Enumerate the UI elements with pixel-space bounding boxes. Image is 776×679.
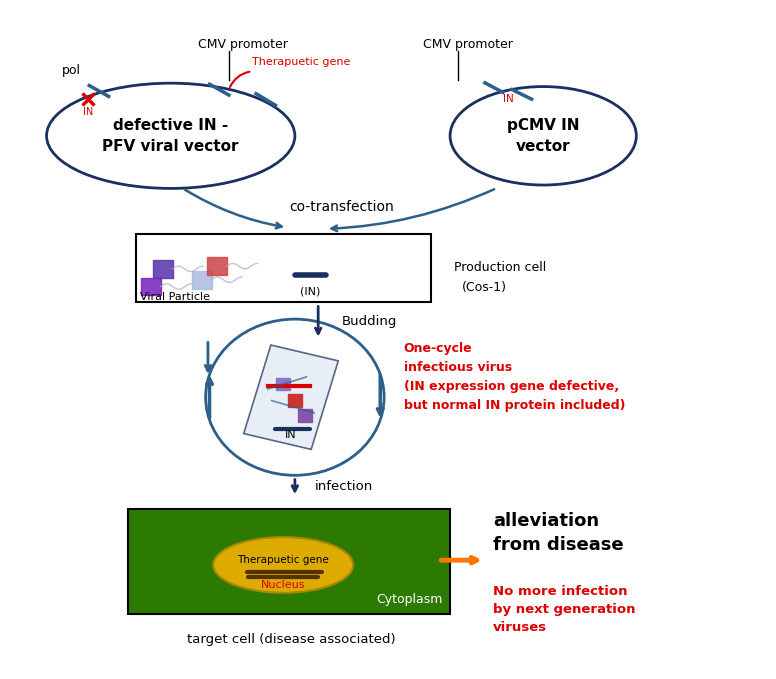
FancyBboxPatch shape — [298, 409, 312, 422]
Text: infection: infection — [314, 480, 372, 494]
FancyBboxPatch shape — [192, 271, 212, 289]
Text: defective IN -
PFV viral vector: defective IN - PFV viral vector — [102, 117, 239, 154]
FancyBboxPatch shape — [128, 509, 450, 614]
Text: Budding: Budding — [341, 314, 397, 328]
Text: One-cycle
infectious virus
(IN expression gene defective,
but normal IN protein : One-cycle infectious virus (IN expressio… — [404, 342, 625, 412]
FancyBboxPatch shape — [136, 234, 431, 302]
Text: (Cos-1): (Cos-1) — [462, 281, 507, 295]
Text: Therapuetic gene: Therapuetic gene — [252, 58, 351, 67]
Text: IN: IN — [286, 430, 296, 439]
Text: Nucleus: Nucleus — [261, 581, 306, 590]
FancyBboxPatch shape — [153, 260, 173, 278]
Text: Viral Particle: Viral Particle — [140, 292, 210, 301]
Text: pol: pol — [62, 65, 81, 77]
FancyBboxPatch shape — [207, 257, 227, 275]
Text: co-transfection: co-transfection — [289, 200, 393, 214]
Text: target cell (disease associated): target cell (disease associated) — [187, 633, 395, 646]
Text: CMV promoter: CMV promoter — [198, 38, 288, 51]
Text: Therapuetic gene: Therapuetic gene — [237, 555, 329, 565]
Ellipse shape — [213, 537, 353, 593]
Text: IN: IN — [82, 107, 93, 117]
Text: No more infection
by next generation
viruses: No more infection by next generation vir… — [493, 585, 636, 634]
FancyBboxPatch shape — [141, 278, 161, 295]
FancyBboxPatch shape — [244, 345, 338, 449]
Text: pCMV IN
vector: pCMV IN vector — [507, 117, 580, 154]
FancyBboxPatch shape — [288, 394, 302, 407]
Text: CMV promoter: CMV promoter — [423, 38, 513, 51]
Text: (IN): (IN) — [300, 287, 320, 296]
Text: Production cell: Production cell — [454, 261, 546, 274]
Text: IN: IN — [503, 94, 514, 104]
FancyBboxPatch shape — [276, 378, 290, 390]
Text: Cytoplasm: Cytoplasm — [376, 593, 442, 606]
Text: alleviation
from disease: alleviation from disease — [493, 512, 623, 554]
